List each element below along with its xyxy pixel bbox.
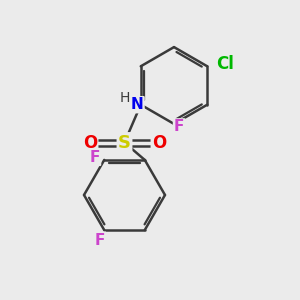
Text: Cl: Cl	[216, 55, 234, 73]
Text: O: O	[83, 134, 97, 152]
Text: O: O	[152, 134, 166, 152]
Text: H: H	[120, 91, 130, 105]
Text: S: S	[118, 134, 131, 152]
Text: N: N	[131, 97, 143, 112]
Text: F: F	[174, 119, 184, 134]
Text: F: F	[95, 233, 105, 248]
Text: F: F	[90, 150, 100, 165]
